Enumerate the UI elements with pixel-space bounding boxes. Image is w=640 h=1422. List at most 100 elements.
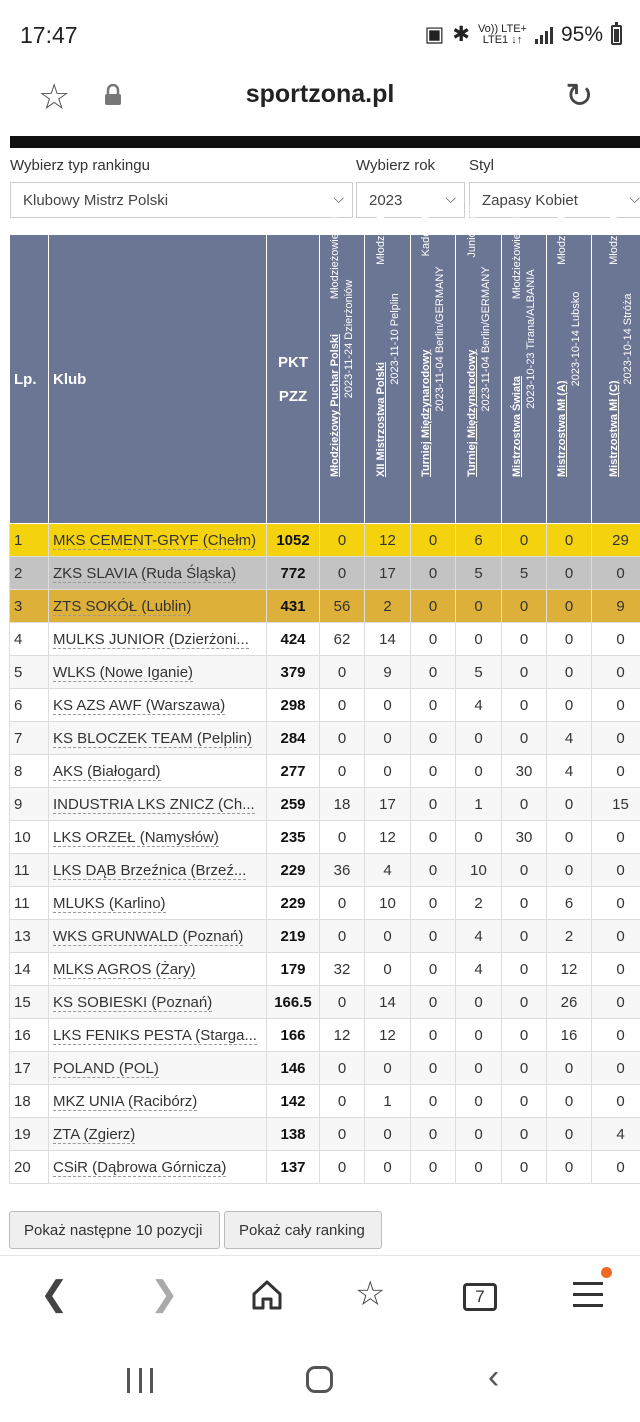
event-points-cell: 4 bbox=[455, 952, 502, 986]
club-link[interactable]: ZTS SOKÓŁ (Lublin) bbox=[48, 589, 267, 623]
event-points-cell: 0 bbox=[455, 985, 502, 1019]
event-points-cell: 36 bbox=[319, 853, 365, 887]
system-nav-bar: ‹ bbox=[0, 1340, 640, 1422]
header-event-7[interactable]: Mistrzostwa Mł (C) Młodzik (14) 2023-10-14… bbox=[591, 205, 640, 524]
event-points-cell: 0 bbox=[501, 1117, 547, 1151]
event-points-cell: 0 bbox=[501, 523, 547, 557]
event-points-cell: 30 bbox=[501, 820, 547, 854]
header-event-1[interactable]: Młodzieżowy Puchar Polski Młodzieżowiec (… bbox=[319, 205, 365, 524]
reload-icon[interactable]: ↻ bbox=[565, 77, 594, 115]
event-points-cell: 0 bbox=[591, 1018, 640, 1052]
club-link[interactable]: CSiR (Dąbrowa Górnicza) bbox=[48, 1150, 267, 1184]
event-points-cell: 0 bbox=[319, 1051, 365, 1085]
club-link[interactable]: AKS (Białogard) bbox=[48, 754, 267, 788]
event-points-cell: 4 bbox=[591, 1117, 640, 1151]
club-link[interactable]: INDUSTRIA LKS ZNICZ (Ch... bbox=[48, 787, 267, 821]
table-row: 3 ZTS SOKÓŁ (Lublin) 431 56 2 0 0 0 0 9 bbox=[9, 589, 640, 623]
club-link[interactable]: MKS CEMENT-GRYF (Chełm) bbox=[48, 523, 267, 557]
club-link[interactable]: LKS ORZEŁ (Namysłów) bbox=[48, 820, 267, 854]
event-points-cell: 0 bbox=[455, 1051, 502, 1085]
table-row: 1 MKS CEMENT-GRYF (Chełm) 1052 0 12 0 6 0 0 29 bbox=[9, 523, 640, 557]
event-points-cell: 0 bbox=[410, 985, 456, 1019]
club-link[interactable]: ZTA (Zgierz) bbox=[48, 1117, 267, 1151]
table-row: 11 MLUKS (Karlino) 229 0 10 0 2 0 6 0 bbox=[9, 886, 640, 920]
club-link[interactable]: WLKS (Nowe Iganie) bbox=[48, 655, 267, 689]
event-points-cell: 12 bbox=[319, 1018, 365, 1052]
url-bar[interactable]: sportzona.pl bbox=[245, 80, 395, 108]
event-points-cell: 0 bbox=[455, 589, 502, 623]
table-row: 18 MKZ UNIA (Racibórz) 142 0 1 0 0 0 0 0 bbox=[9, 1084, 640, 1118]
event-points-cell: 0 bbox=[319, 688, 365, 722]
event-points-cell: 0 bbox=[591, 985, 640, 1019]
club-link[interactable]: MLKS AGROS (Żary) bbox=[48, 952, 267, 986]
home-icon[interactable] bbox=[250, 1278, 284, 1312]
club-link[interactable]: ZKS SLAVIA (Ruda Śląska) bbox=[48, 556, 267, 590]
event-points-cell: 0 bbox=[591, 820, 640, 854]
back-arrow-icon[interactable]: ❮ bbox=[40, 1275, 69, 1313]
event-points-cell: 0 bbox=[546, 787, 592, 821]
club-link[interactable]: MKZ UNIA (Racibórz) bbox=[48, 1084, 267, 1118]
rank-cell: 19 bbox=[9, 1117, 49, 1151]
event-points-cell: 1 bbox=[364, 1084, 411, 1118]
event-points-cell: 0 bbox=[546, 589, 592, 623]
event-points-cell: 0 bbox=[455, 1084, 502, 1118]
header-event-4[interactable]: Turniej Międzynarodowy Junior (20) 2023-11… bbox=[455, 205, 502, 524]
event-points-cell: 62 bbox=[319, 622, 365, 656]
menu-icon[interactable] bbox=[573, 1282, 603, 1308]
header-event-5[interactable]: Mistrzostwa Świata Młodzieżowiec (23) 2023… bbox=[501, 205, 547, 524]
ranking-type-select[interactable]: Klubowy Mistrz Polski ⌵ bbox=[10, 182, 353, 218]
system-home-icon[interactable] bbox=[306, 1366, 333, 1393]
event-points-cell: 0 bbox=[364, 721, 411, 755]
table-row: 19 ZTA (Zgierz) 138 0 0 0 0 0 0 4 bbox=[9, 1117, 640, 1151]
event-points-cell: 0 bbox=[364, 754, 411, 788]
points-cell: 424 bbox=[266, 622, 320, 656]
club-link[interactable]: MULKS JUNIOR (Dzierżoni... bbox=[48, 622, 267, 656]
table-row: 11 LKS DĄB Brzeźnica (Brzeź... 229 36 4 0 10 0 0… bbox=[9, 853, 640, 887]
header-event-3[interactable]: Turniej Międzynarodowy Kadet (17) 2023-11-… bbox=[410, 205, 456, 524]
event-points-cell: 0 bbox=[591, 1084, 640, 1118]
event-points-cell: 2 bbox=[546, 919, 592, 953]
table-row: 14 MLKS AGROS (Żary) 179 32 0 0 4 0 12 0 bbox=[9, 952, 640, 986]
bookmarks-icon[interactable]: ☆ bbox=[355, 1275, 386, 1313]
rank-cell: 3 bbox=[9, 589, 49, 623]
bluetooth-icon: ✱ bbox=[452, 23, 470, 46]
club-link[interactable]: LKS FENIKS PESTA (Starga... bbox=[48, 1018, 267, 1052]
bookmark-star-icon[interactable]: ☆ bbox=[38, 76, 71, 117]
event-points-cell: 4 bbox=[546, 754, 592, 788]
year-select[interactable]: 2023 ⌵ bbox=[356, 182, 465, 218]
show-all-ranking-button[interactable]: Pokaż cały ranking bbox=[224, 1211, 382, 1249]
event-points-cell: 9 bbox=[591, 589, 640, 623]
event-points-cell: 0 bbox=[319, 919, 365, 953]
club-link[interactable]: KS AZS AWF (Warszawa) bbox=[48, 688, 267, 722]
club-link[interactable]: WKS GRUNWALD (Poznań) bbox=[48, 919, 267, 953]
tabs-icon[interactable]: 7 bbox=[463, 1283, 497, 1311]
event-points-cell: 0 bbox=[410, 655, 456, 689]
style-select[interactable]: Zapasy Kobiet ⌵ bbox=[469, 182, 640, 218]
header-event-6[interactable]: Mistrzostwa Mł (A) Młodzik (14) 2023-10-14… bbox=[546, 205, 592, 524]
recent-apps-icon[interactable] bbox=[127, 1368, 153, 1393]
vibrate-icon: ▣ bbox=[424, 23, 445, 46]
rank-cell: 17 bbox=[9, 1051, 49, 1085]
table-row: 20 CSiR (Dąbrowa Górnicza) 137 0 0 0 0 0 0 0 bbox=[9, 1150, 640, 1184]
event-points-cell: 17 bbox=[364, 556, 411, 590]
table-header-row: Lp. Klub PKT PZZ Młodzieżowy Puchar Pols… bbox=[9, 205, 640, 524]
club-link[interactable]: KS BLOCZEK TEAM (Pelplin) bbox=[48, 721, 267, 755]
clock: 17:47 bbox=[20, 22, 78, 48]
event-points-cell: 2 bbox=[455, 886, 502, 920]
ranking-table: Lp. Klub PKT PZZ Młodzieżowy Puchar Pols… bbox=[9, 205, 640, 1204]
show-next-10-button[interactable]: Pokaż następne 10 pozycji bbox=[9, 1211, 220, 1249]
rank-cell: 2 bbox=[9, 556, 49, 590]
club-link[interactable]: POLAND (POL) bbox=[48, 1051, 267, 1085]
event-points-cell: 0 bbox=[410, 1018, 456, 1052]
header-event-2[interactable]: XII Mistrzostwa Polski Młodzik (14) 2023-1… bbox=[364, 205, 411, 524]
event-points-cell: 0 bbox=[591, 655, 640, 689]
forward-arrow-icon[interactable]: ❯ bbox=[150, 1275, 179, 1313]
points-cell: 137 bbox=[266, 1150, 320, 1184]
club-link[interactable]: LKS DĄB Brzeźnica (Brzeź... bbox=[48, 853, 267, 887]
event-points-cell: 0 bbox=[319, 820, 365, 854]
points-cell: 219 bbox=[266, 919, 320, 953]
club-link[interactable]: MLUKS (Karlino) bbox=[48, 886, 267, 920]
club-link[interactable]: KS SOBIESKI (Poznań) bbox=[48, 985, 267, 1019]
system-back-icon[interactable]: ‹ bbox=[488, 1358, 500, 1396]
